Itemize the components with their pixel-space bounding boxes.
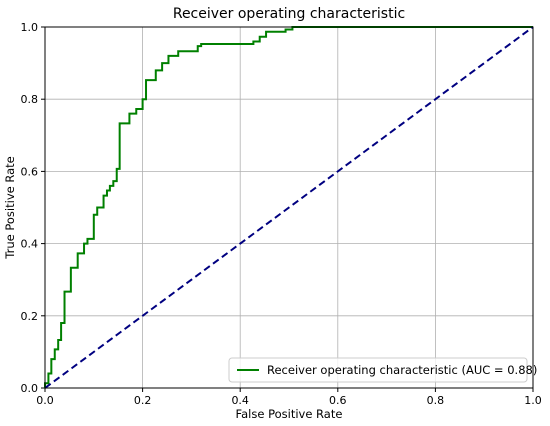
x-tick-label: 1.0 [524, 394, 542, 407]
roc-curve-line [44, 26, 533, 388]
x-tick-label: 0.6 [329, 394, 347, 407]
x-tick-label: 0.2 [134, 394, 152, 407]
x-tick-label: 0.8 [427, 394, 445, 407]
x-axis-ticks: 0.0 0.2 0.4 0.6 0.8 1.0 [36, 388, 542, 407]
x-tick-label: 0.4 [231, 394, 249, 407]
x-axis-label: False Positive Rate [236, 407, 343, 421]
legend-label: Receiver operating characteristic (AUC =… [267, 363, 537, 377]
y-tick-label: 0.2 [21, 310, 39, 323]
legend-box [228, 357, 528, 383]
legend: Receiver operating characteristic (AUC =… [228, 357, 537, 383]
plot-frame [44, 26, 534, 389]
y-tick-label: 0.0 [21, 382, 39, 395]
y-tick-label: 0.8 [21, 93, 39, 106]
y-tick-label: 0.6 [21, 165, 39, 178]
y-tick-label: 0.4 [21, 238, 39, 251]
y-axis-ticks: 0.0 0.2 0.4 0.6 0.8 1.0 [21, 21, 45, 395]
x-tick-label: 0.0 [36, 394, 54, 407]
series-lines [44, 26, 534, 389]
chance-diagonal-line [44, 26, 534, 389]
y-axis-label: True Positive Rate [3, 156, 17, 259]
chart-title: Receiver operating characteristic [173, 6, 405, 22]
y-tick-label: 1.0 [21, 21, 39, 34]
